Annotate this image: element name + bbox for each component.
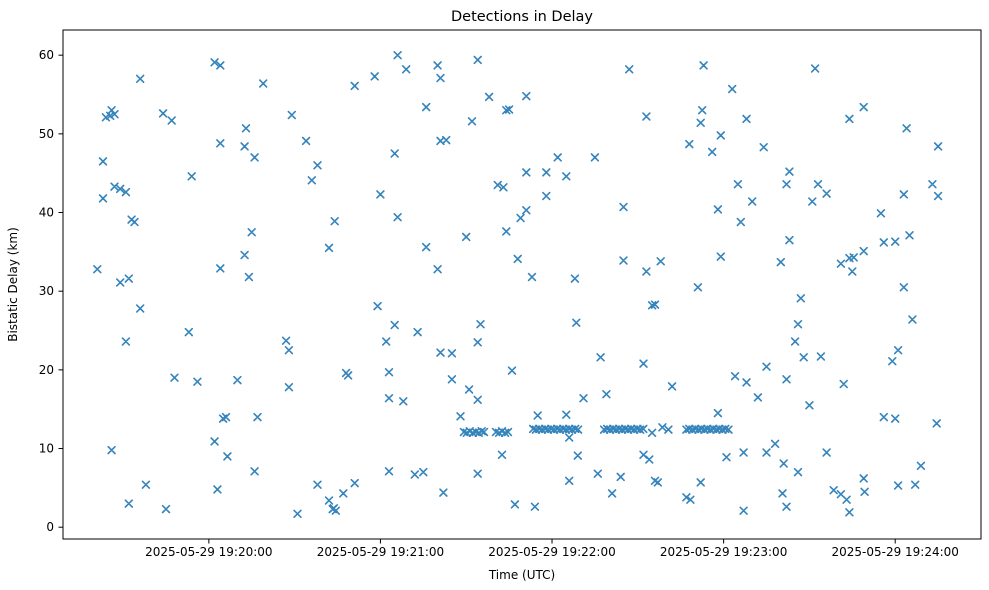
axes-border	[62, 29, 982, 540]
x-tick-label: 2025-05-29 19:21:00	[317, 545, 444, 559]
x-axis-label: Time (UTC)	[488, 568, 555, 582]
x-tick-label: 2025-05-29 19:24:00	[831, 545, 958, 559]
y-tick-label: 10	[39, 442, 54, 456]
axes-background	[63, 30, 981, 539]
data-point-markers	[93, 51, 943, 518]
y-tick-label: 50	[39, 127, 54, 141]
x-tick-label: 2025-05-29 19:22:00	[488, 545, 615, 559]
x-tick-label: 2025-05-29 19:20:00	[145, 545, 272, 559]
scatter-points	[93, 51, 943, 518]
y-tick-label: 20	[39, 363, 54, 377]
chart-title: Detections in Delay	[451, 9, 593, 25]
y-tick-label: 30	[39, 284, 54, 298]
y-axis-label: Bistatic Delay (km)	[6, 227, 20, 342]
x-tick-label: 2025-05-29 19:23:00	[660, 545, 787, 559]
y-tick-label: 40	[39, 206, 54, 220]
y-tick-label: 60	[39, 48, 54, 62]
y-tick-label: 0	[46, 520, 54, 534]
